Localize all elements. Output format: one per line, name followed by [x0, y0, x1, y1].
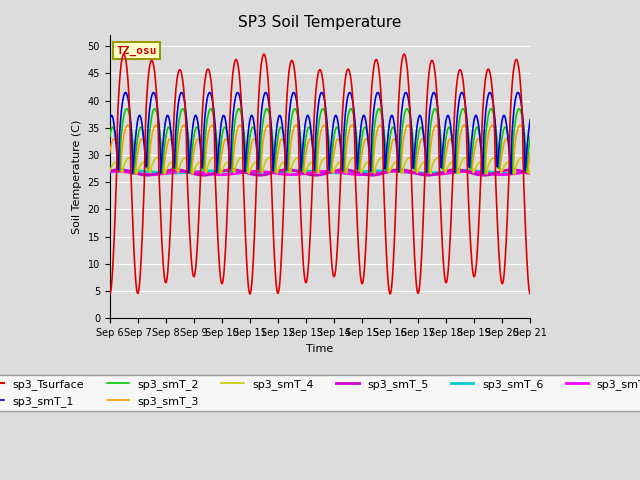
X-axis label: Time: Time	[307, 344, 333, 354]
Y-axis label: Soil Temperature (C): Soil Temperature (C)	[72, 120, 82, 234]
Legend: sp3_Tsurface, sp3_smT_1, sp3_smT_2, sp3_smT_3, sp3_smT_4, sp3_smT_5, sp3_smT_6, : sp3_Tsurface, sp3_smT_1, sp3_smT_2, sp3_…	[0, 375, 640, 411]
Text: TZ_osu: TZ_osu	[116, 46, 157, 56]
Title: SP3 Soil Temperature: SP3 Soil Temperature	[238, 15, 402, 30]
